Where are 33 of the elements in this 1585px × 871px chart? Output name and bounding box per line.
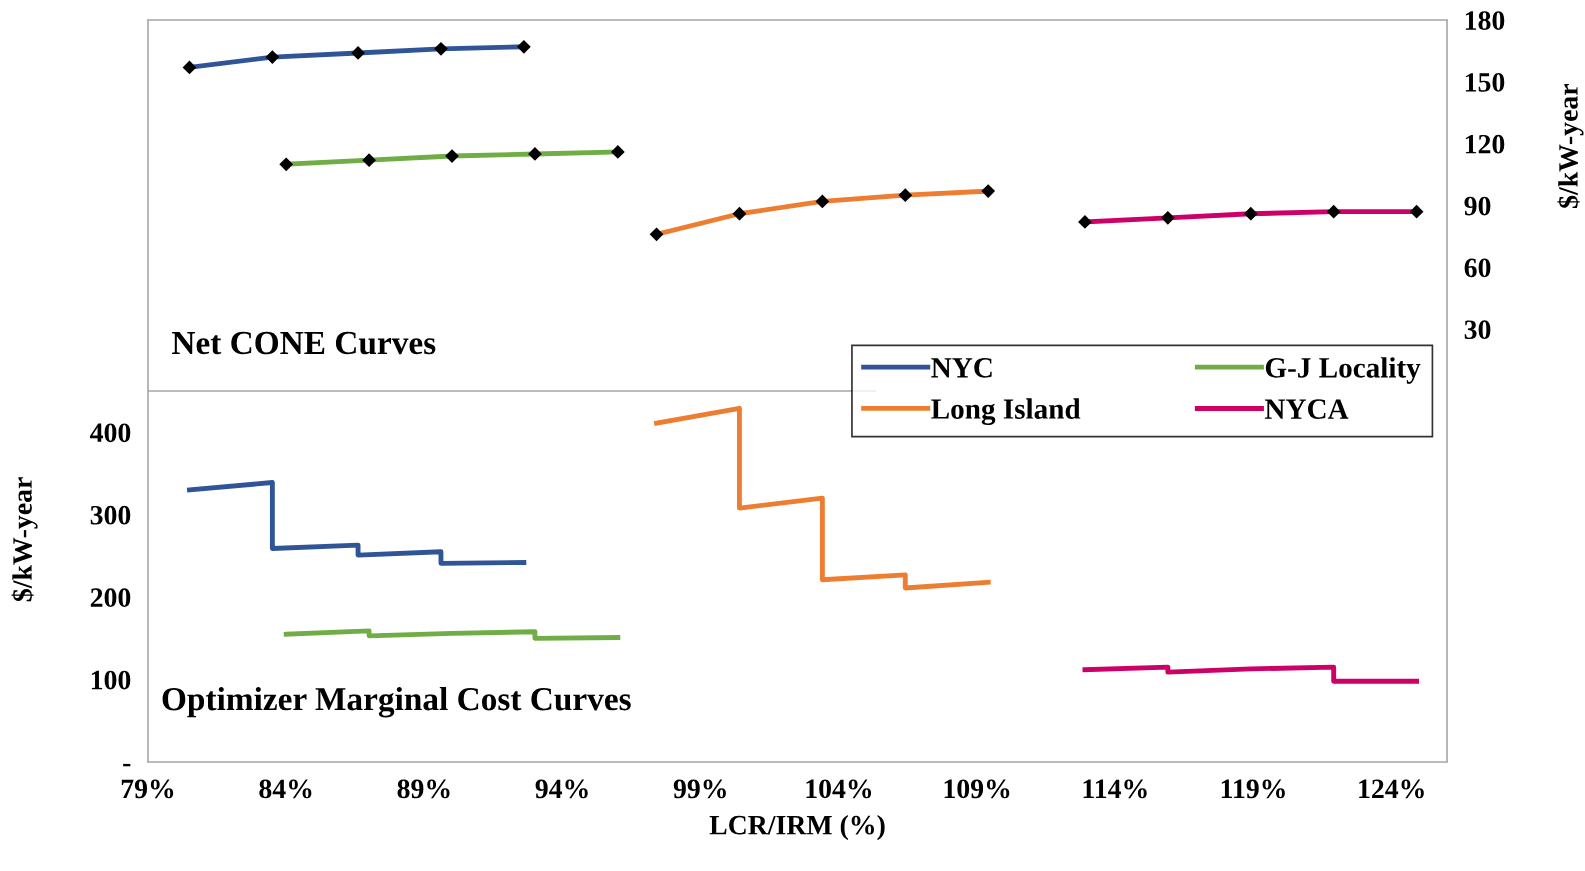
legend-label: NYCA <box>1264 399 1349 419</box>
x-tick-label: 94% <box>535 779 588 799</box>
y2-tick-label: 60 <box>1464 258 1491 278</box>
line-series <box>283 628 621 641</box>
x-tick-label: 109% <box>944 779 1010 799</box>
y2-tick-label: 150 <box>1465 73 1505 92</box>
annotation: Net CONE Curves <box>172 331 436 355</box>
legend-label: G-J Locality <box>1265 357 1421 384</box>
y2-tick-label: 30 <box>1464 320 1491 340</box>
y2-tick-label: 120 <box>1465 134 1505 154</box>
x-tick-label: 79% <box>121 779 174 799</box>
y-tick-label: 300 <box>90 505 131 525</box>
legend-label: NYC <box>931 358 992 378</box>
y2-tick-label: 180 <box>1465 11 1505 30</box>
x-tick-label: 104% <box>806 779 872 799</box>
x-tick-label: 114% <box>1083 779 1147 799</box>
annotation: Optimizer Marginal Cost Curves <box>162 686 631 718</box>
y2-tick-label: 90 <box>1464 196 1491 216</box>
x-tick-label: 89% <box>397 779 450 799</box>
x-tick-label: 124% <box>1359 779 1424 799</box>
line-series <box>1082 664 1420 684</box>
x-tick-label: 84% <box>259 779 312 799</box>
line-series <box>187 480 527 566</box>
y-tick-label: 200 <box>90 588 131 608</box>
y-axis-title: $/kW-year <box>11 477 38 602</box>
x-tick-label: 119% <box>1221 779 1285 799</box>
x-axis-title: LCR/IRM (%) <box>709 814 885 841</box>
x-tick-label: 99% <box>673 779 726 799</box>
legend-label: Long Island <box>931 398 1081 426</box>
y-tick-label: - <box>123 763 131 767</box>
y-tick-label: 100 <box>91 670 131 690</box>
y-tick-label: 400 <box>90 423 131 443</box>
y2-axis-title: $/kW-year <box>1557 84 1584 208</box>
